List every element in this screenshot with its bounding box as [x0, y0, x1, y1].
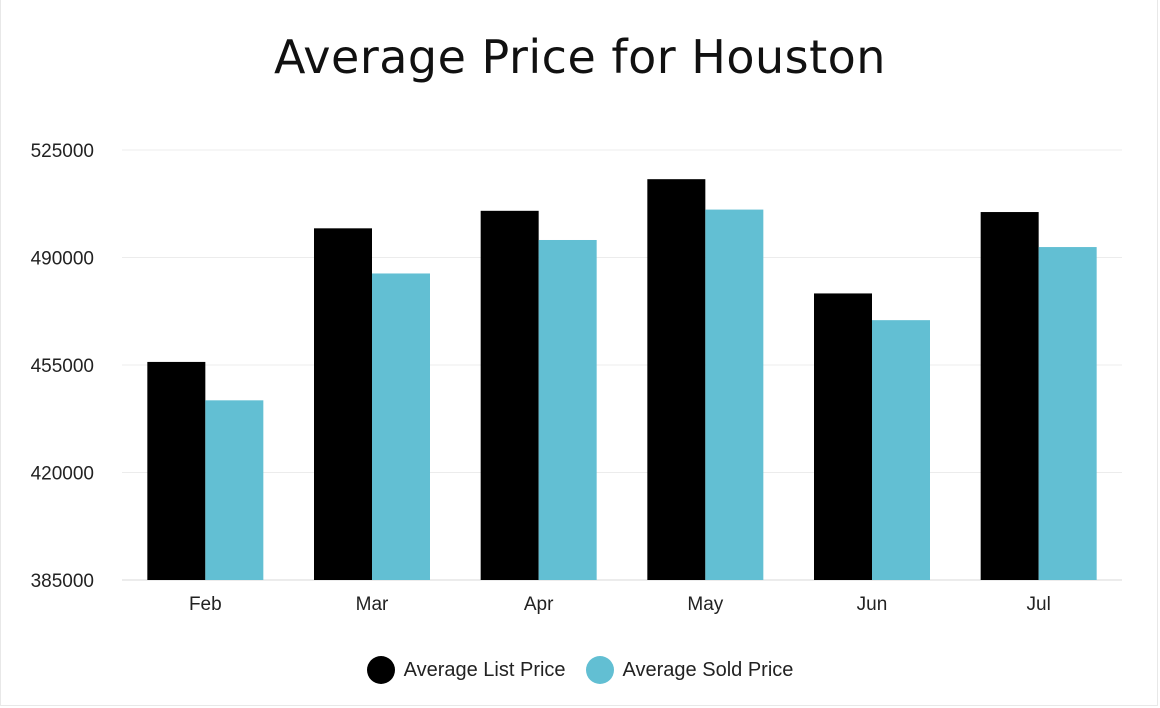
legend-swatch-sold-price [585, 656, 614, 684]
y-tick-label: 490000 [31, 249, 94, 270]
bar-list-price-jul[interactable] [980, 212, 1039, 581]
x-tick-label: Feb [189, 594, 222, 615]
legend-item-sold-price[interactable]: Average Sold Price [585, 656, 794, 684]
bar-list-price-feb[interactable] [147, 361, 206, 580]
y-tick-label: 385000 [31, 571, 94, 592]
legend-swatch-list-price [366, 656, 395, 684]
chart-title: Average Price for Houston [274, 30, 886, 84]
bar-sold-price-mar[interactable] [372, 273, 430, 580]
y-tick-label: 455000 [31, 356, 94, 377]
bar-list-price-may[interactable] [647, 179, 706, 580]
x-tick-label: May [687, 594, 723, 615]
x-tick-label: Mar [356, 594, 389, 615]
x-tick-label: Jul [1027, 594, 1051, 615]
x-tick-label: Apr [524, 594, 554, 615]
bar-list-price-mar[interactable] [314, 228, 372, 581]
bar-sold-price-jul[interactable] [1038, 247, 1097, 581]
x-tick-label: Jun [857, 594, 888, 615]
x-axis-ticks: Feb Mar Apr May Jun Jul [189, 594, 1051, 615]
bar-sold-price-apr[interactable] [538, 239, 597, 580]
legend-label-list-price: Average List Price [403, 658, 566, 681]
bar-list-price-jun[interactable] [814, 293, 872, 580]
y-tick-label: 525000 [31, 141, 94, 162]
bar-sold-price-jun[interactable] [872, 320, 930, 580]
bar-sold-price-feb[interactable] [205, 400, 264, 580]
y-axis-ticks: 385000 420000 455000 490000 525000 [31, 141, 94, 592]
gridlines [122, 149, 1122, 581]
bars [147, 179, 1097, 581]
bar-list-price-apr[interactable] [480, 210, 539, 581]
y-tick-label: 420000 [31, 464, 94, 485]
legend-item-list-price[interactable]: Average List Price [366, 656, 566, 684]
legend-label-sold-price: Average Sold Price [622, 658, 794, 681]
legend: Average List Price Average Sold Price [0, 656, 1160, 684]
bar-sold-price-may[interactable] [705, 209, 764, 581]
